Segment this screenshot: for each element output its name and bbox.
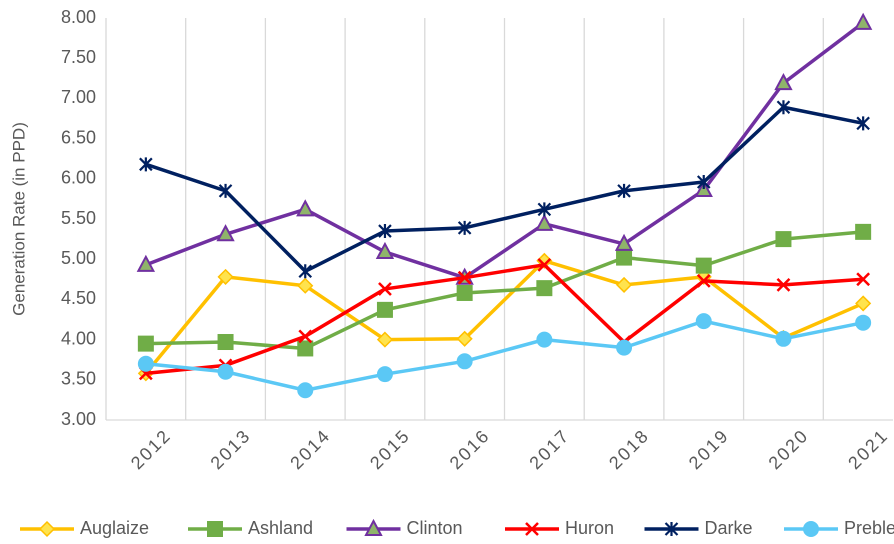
marker (217, 334, 234, 351)
marker (696, 274, 711, 288)
y-tick-label: 7.00 (61, 87, 96, 107)
marker (536, 331, 553, 348)
marker (856, 116, 870, 131)
series-line (145, 263, 864, 376)
marker (456, 330, 473, 347)
legend-label: Clinton (407, 518, 463, 538)
marker (537, 202, 552, 217)
marker (364, 518, 383, 536)
y-tick-label: 3.50 (61, 369, 96, 389)
marker (216, 224, 235, 242)
y-tick-label: 6.50 (61, 127, 96, 147)
marker (535, 213, 554, 231)
marker (855, 295, 872, 312)
marker (376, 366, 393, 383)
marker (616, 249, 633, 266)
marker (217, 363, 234, 380)
marker (297, 382, 314, 399)
marker (137, 335, 154, 352)
marker (853, 12, 873, 30)
marker (695, 257, 712, 274)
y-tick-label: 4.50 (61, 288, 96, 308)
x-tick-label: 2019 (685, 425, 733, 473)
marker (776, 100, 791, 115)
x-tick-label: 2021 (844, 425, 892, 473)
marker (136, 254, 156, 272)
marker (456, 284, 473, 301)
marker (664, 522, 679, 536)
x-tick-label: 2015 (366, 425, 414, 473)
x-tick-label: 2013 (207, 425, 255, 473)
legend-item: Huron (505, 518, 614, 538)
legend-label: Huron (565, 518, 614, 538)
marker (207, 521, 223, 537)
legend-item: Ashland (188, 518, 313, 538)
x-tick-label: 2017 (525, 425, 573, 473)
marker (774, 73, 793, 91)
legend-label: Auglaize (80, 518, 149, 538)
marker (296, 199, 315, 217)
series-line (145, 21, 865, 280)
marker (803, 521, 819, 537)
marker (855, 223, 872, 240)
marker (217, 268, 234, 285)
marker (298, 264, 313, 279)
marker (615, 276, 633, 293)
marker (696, 175, 711, 190)
legend-item: Darke (644, 518, 753, 538)
marker (218, 183, 233, 198)
x-tick-label: 2012 (127, 425, 175, 473)
marker (614, 233, 634, 251)
marker (457, 270, 472, 285)
marker (776, 278, 791, 292)
marker (298, 329, 313, 344)
y-axis-label: Generation Rate (in PPD) (9, 122, 28, 316)
marker (525, 522, 539, 536)
y-tick-label: 8.00 (61, 7, 96, 27)
series-line (145, 230, 864, 351)
marker (694, 179, 713, 198)
x-tick-label: 2016 (446, 425, 494, 473)
marker (137, 355, 154, 372)
legend-item: Auglaize (20, 518, 149, 538)
y-tick-label: 5.00 (61, 248, 96, 268)
legend-label: Preble (844, 518, 894, 538)
legend-label: Ashland (248, 518, 313, 538)
marker (775, 330, 792, 347)
marker (375, 241, 395, 259)
y-tick-label: 7.50 (61, 47, 96, 67)
marker (297, 340, 314, 357)
legend-label: Darke (705, 518, 753, 538)
y-tick-label: 5.50 (61, 208, 96, 228)
marker (695, 313, 712, 330)
marker (617, 183, 631, 198)
marker (855, 314, 872, 331)
marker (537, 257, 552, 272)
marker (456, 353, 473, 370)
marker (775, 231, 792, 248)
marker (139, 157, 153, 172)
legend-item: Clinton (346, 518, 463, 538)
marker (856, 272, 871, 287)
marker (457, 220, 472, 235)
y-tick-label: 4.00 (61, 328, 96, 348)
x-tick-label: 2014 (286, 425, 334, 473)
marker (376, 301, 393, 318)
y-tick-label: 6.00 (61, 168, 96, 188)
y-tick-label: 3.00 (61, 409, 96, 429)
marker (38, 520, 56, 538)
series-line (144, 259, 864, 375)
series-line (145, 105, 864, 274)
legend-item: Preble (784, 518, 894, 538)
marker (376, 331, 394, 348)
marker (536, 280, 553, 297)
marker (616, 339, 633, 356)
marker (378, 224, 392, 239)
x-tick-label: 2020 (765, 425, 813, 473)
marker (378, 282, 392, 296)
x-tick-label: 2018 (605, 425, 653, 473)
marker (297, 277, 314, 294)
series-line (145, 319, 864, 393)
